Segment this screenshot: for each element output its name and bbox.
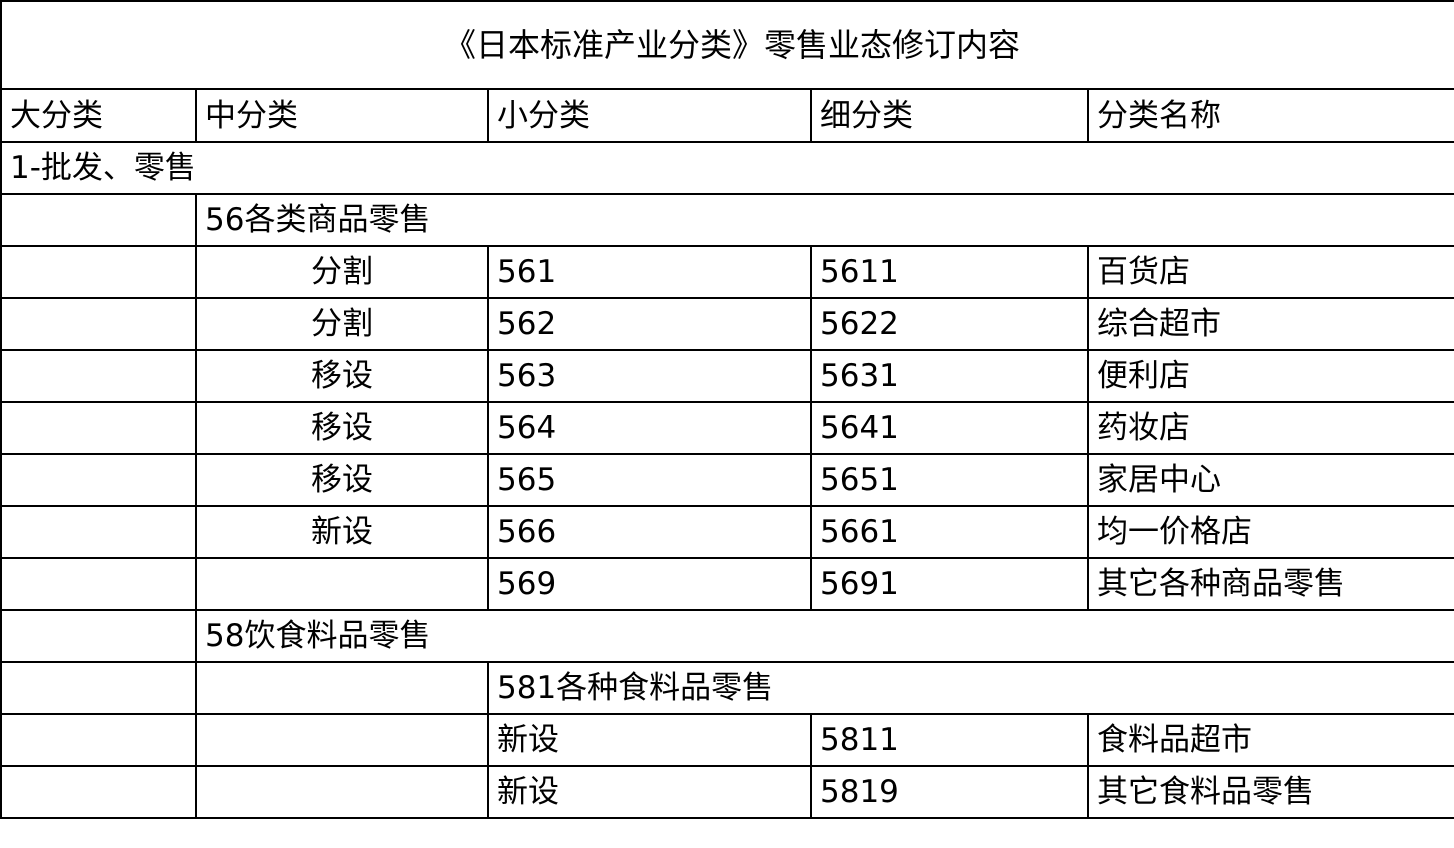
table-cell: 其它食料品零售: [1087, 765, 1454, 819]
table-row: 移设 564 5641 药妆店: [0, 401, 1454, 455]
table-cell: 综合超市: [1087, 297, 1454, 351]
table-cell: 565: [487, 453, 812, 507]
table-cell: 移设: [195, 401, 489, 455]
table-cell: 均一价格店: [1087, 505, 1454, 559]
empty-cell: [0, 349, 197, 403]
table-row: 569 5691 其它各种商品零售: [0, 557, 1454, 611]
table-title: 《日本标准产业分类》零售业态修订内容: [0, 0, 1454, 90]
empty-cell: [195, 713, 489, 767]
header-cell: 小分类: [487, 88, 812, 143]
header-cell: 大分类: [0, 88, 197, 143]
table-cell: 其它各种商品零售: [1087, 557, 1454, 611]
empty-cell: [0, 765, 197, 819]
table-cell: 百货店: [1087, 245, 1454, 299]
table-cell: 便利店: [1087, 349, 1454, 403]
table-row: 分割 561 5611 百货店: [0, 245, 1454, 299]
empty-cell: [0, 713, 197, 767]
table-row: 移设 563 5631 便利店: [0, 349, 1454, 403]
table-cell: 分割: [195, 245, 489, 299]
major-row: 1-批发、零售: [0, 141, 1454, 195]
table-cell: 5631: [810, 349, 1089, 403]
table-cell: 562: [487, 297, 812, 351]
table-cell: 新设: [487, 713, 812, 767]
table-cell: 分割: [195, 297, 489, 351]
table-cell: 食料品超市: [1087, 713, 1454, 767]
empty-cell: [0, 297, 197, 351]
table-cell: 563: [487, 349, 812, 403]
table-row: 分割 562 5622 综合超市: [0, 297, 1454, 351]
table-cell: 5622: [810, 297, 1089, 351]
table-cell: 564: [487, 401, 812, 455]
table-cell: 移设: [195, 349, 489, 403]
group-label: 58饮食料品零售: [195, 609, 1454, 663]
table-cell: 家居中心: [1087, 453, 1454, 507]
table-cell: 566: [487, 505, 812, 559]
table-cell: 569: [487, 557, 812, 611]
table-cell: 5641: [810, 401, 1089, 455]
table-cell: 5661: [810, 505, 1089, 559]
group-label: 56各类商品零售: [195, 193, 1454, 247]
table-cell: 药妆店: [1087, 401, 1454, 455]
group-row: 58饮食料品零售: [0, 609, 1454, 663]
header-row: 大分类 中分类 小分类 细分类 分类名称: [0, 88, 1454, 143]
table-row: 移设 565 5651 家居中心: [0, 453, 1454, 507]
header-cell: 细分类: [810, 88, 1089, 143]
table-cell: 5611: [810, 245, 1089, 299]
empty-cell: [0, 453, 197, 507]
major-category: 1-批发、零售: [0, 141, 1454, 195]
table-cell: 5691: [810, 557, 1089, 611]
table-cell: 新设: [195, 505, 489, 559]
table-cell: 5819: [810, 765, 1089, 819]
table-cell: 新设: [487, 765, 812, 819]
subgroup-row: 581各种食料品零售: [0, 661, 1454, 715]
empty-cell: [0, 557, 197, 611]
table-row: 新设 5811 食料品超市: [0, 713, 1454, 767]
empty-cell: [0, 245, 197, 299]
empty-cell: [195, 765, 489, 819]
empty-cell: [0, 401, 197, 455]
table-row: 新设 5819 其它食料品零售: [0, 765, 1454, 819]
table-cell: 5651: [810, 453, 1089, 507]
table-cell: 5811: [810, 713, 1089, 767]
table-cell: 移设: [195, 453, 489, 507]
table-cell: 561: [487, 245, 812, 299]
subgroup-label: 581各种食料品零售: [487, 661, 1454, 715]
header-cell: 中分类: [195, 88, 489, 143]
table-cell: [195, 557, 489, 611]
header-cell: 分类名称: [1087, 88, 1454, 143]
classification-table: 《日本标准产业分类》零售业态修订内容 大分类 中分类 小分类 细分类 分类名称 …: [0, 0, 1454, 819]
table-row: 新设 566 5661 均一价格店: [0, 505, 1454, 559]
empty-cell: [0, 505, 197, 559]
group-row: 56各类商品零售: [0, 193, 1454, 247]
